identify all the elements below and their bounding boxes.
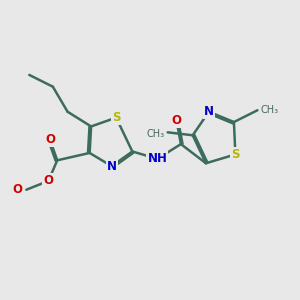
Text: S: S (112, 111, 120, 124)
Text: O: O (172, 114, 182, 127)
Text: O: O (45, 133, 55, 146)
Text: O: O (44, 174, 53, 188)
Text: CH₃: CH₃ (260, 105, 278, 115)
Text: N: N (204, 105, 214, 118)
Text: O: O (12, 183, 22, 196)
Text: CH₃: CH₃ (147, 129, 165, 139)
Text: S: S (231, 148, 240, 161)
Text: NH: NH (147, 152, 167, 165)
Text: N: N (107, 160, 117, 173)
